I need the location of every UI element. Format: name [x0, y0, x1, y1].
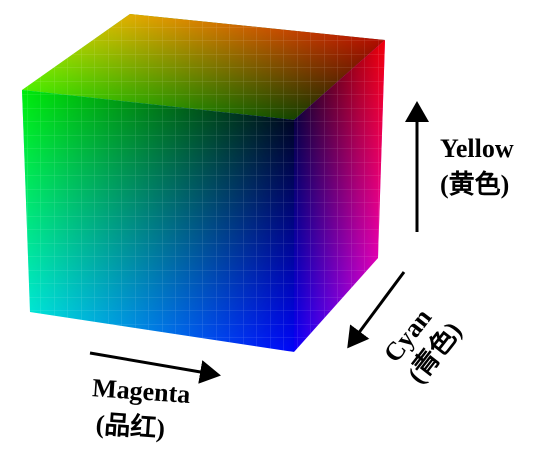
magenta-sub-label: (品红) — [95, 409, 166, 444]
yellow-sub-label: (黄色) — [440, 169, 509, 199]
magenta-label-group: Magenta (品红) — [89, 373, 191, 445]
cube-front-face — [0, 80, 300, 360]
yellow-label: Yellow — [440, 134, 514, 163]
magenta-axis-arrow — [90, 353, 218, 375]
cyan-label-group: Cyan (青色) — [377, 297, 468, 389]
magenta-label: Magenta — [91, 373, 191, 409]
